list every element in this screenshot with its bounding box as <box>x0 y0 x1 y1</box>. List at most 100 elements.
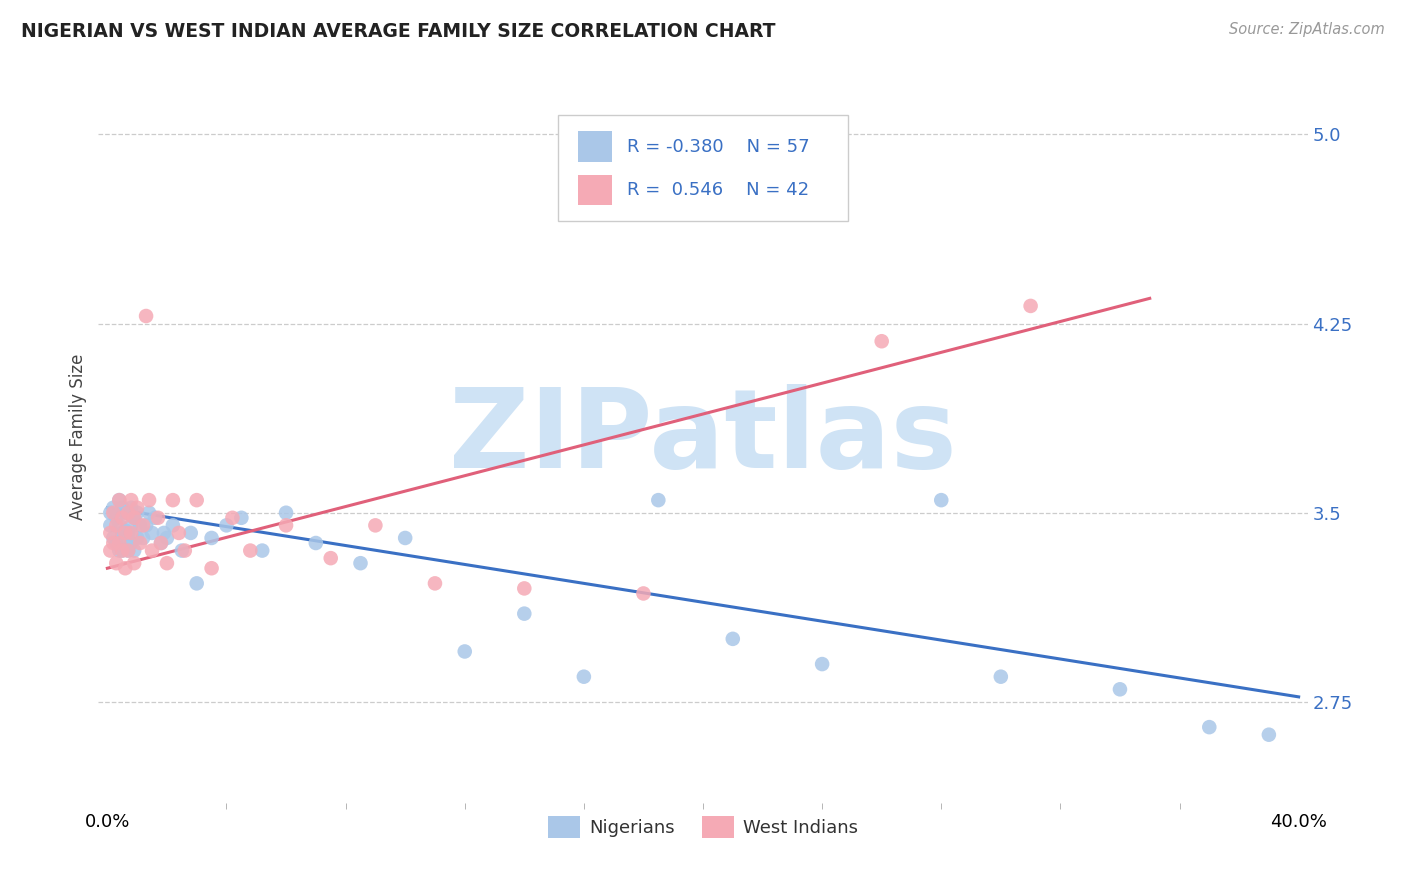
Point <box>513 582 536 596</box>
Point <box>319 551 342 566</box>
Point <box>364 518 387 533</box>
Point <box>138 493 160 508</box>
Point <box>647 493 669 508</box>
Point <box>572 670 595 684</box>
Point <box>633 586 655 600</box>
Y-axis label: Average Family Size: Average Family Size <box>69 354 87 520</box>
Point <box>170 543 193 558</box>
Point <box>122 510 145 524</box>
Point <box>153 525 176 540</box>
Point <box>167 525 190 540</box>
Point <box>103 506 125 520</box>
Point <box>111 510 134 524</box>
Point <box>186 493 208 508</box>
Point <box>114 525 136 540</box>
Point <box>811 657 834 671</box>
Point <box>105 510 128 524</box>
Point <box>135 309 157 323</box>
Point <box>129 518 152 533</box>
Point <box>252 543 274 558</box>
Point <box>135 518 157 533</box>
Point <box>149 536 172 550</box>
Point <box>141 543 163 558</box>
Point <box>1109 682 1132 697</box>
Point <box>141 525 163 540</box>
Text: ZIPatlas: ZIPatlas <box>449 384 957 491</box>
Point <box>274 518 297 533</box>
Point <box>111 543 134 558</box>
Point <box>127 506 149 520</box>
Point <box>186 576 208 591</box>
Point <box>721 632 744 646</box>
Point <box>173 543 195 558</box>
Legend: Nigerians, West Indians: Nigerians, West Indians <box>540 808 866 845</box>
Point <box>129 536 152 550</box>
Point <box>108 536 131 550</box>
Point <box>239 543 262 558</box>
Point <box>132 518 155 533</box>
Point <box>120 493 142 508</box>
Point <box>98 506 121 520</box>
Point <box>149 536 172 550</box>
Point <box>156 531 179 545</box>
Text: Source: ZipAtlas.com: Source: ZipAtlas.com <box>1229 22 1385 37</box>
Point <box>103 531 125 545</box>
Point <box>156 556 179 570</box>
FancyBboxPatch shape <box>578 131 613 162</box>
Text: R = -0.380    N = 57: R = -0.380 N = 57 <box>627 137 810 155</box>
Point <box>111 500 134 515</box>
Point <box>221 510 243 524</box>
Text: NIGERIAN VS WEST INDIAN AVERAGE FAMILY SIZE CORRELATION CHART: NIGERIAN VS WEST INDIAN AVERAGE FAMILY S… <box>21 22 776 41</box>
Point <box>162 493 184 508</box>
Point <box>111 543 134 558</box>
Point <box>120 525 142 540</box>
Point <box>114 536 136 550</box>
Point <box>162 518 184 533</box>
Point <box>103 500 125 515</box>
Point <box>132 531 155 545</box>
Point <box>122 543 145 558</box>
Point <box>274 506 297 520</box>
Point <box>105 518 128 533</box>
Point <box>454 644 477 658</box>
Point <box>108 493 131 508</box>
Point <box>111 525 134 540</box>
Point <box>127 531 149 545</box>
Point <box>200 531 222 545</box>
Point <box>143 510 166 524</box>
Point <box>231 510 253 524</box>
Point <box>146 510 169 524</box>
Point <box>98 518 121 533</box>
Point <box>122 510 145 524</box>
Point <box>108 518 131 533</box>
Point <box>215 518 238 533</box>
Point <box>103 536 125 550</box>
Point <box>138 506 160 520</box>
Point <box>120 536 142 550</box>
Point <box>117 506 139 520</box>
FancyBboxPatch shape <box>558 115 848 221</box>
Point <box>1198 720 1220 734</box>
Point <box>200 561 222 575</box>
Point <box>120 518 142 533</box>
Point <box>114 524 136 538</box>
Point <box>108 493 131 508</box>
Point <box>1019 299 1042 313</box>
Point <box>180 525 202 540</box>
Text: R =  0.546    N = 42: R = 0.546 N = 42 <box>627 181 808 199</box>
Point <box>117 506 139 520</box>
Point <box>105 536 128 550</box>
Point <box>122 556 145 570</box>
Point <box>394 531 416 545</box>
Point <box>114 506 136 520</box>
Point <box>108 543 131 558</box>
Point <box>98 543 121 558</box>
Point <box>423 576 446 591</box>
Point <box>120 500 142 515</box>
FancyBboxPatch shape <box>578 175 613 205</box>
Point <box>349 556 371 570</box>
Point <box>98 525 121 540</box>
Point <box>117 543 139 558</box>
Point <box>117 543 139 558</box>
Point <box>870 334 893 349</box>
